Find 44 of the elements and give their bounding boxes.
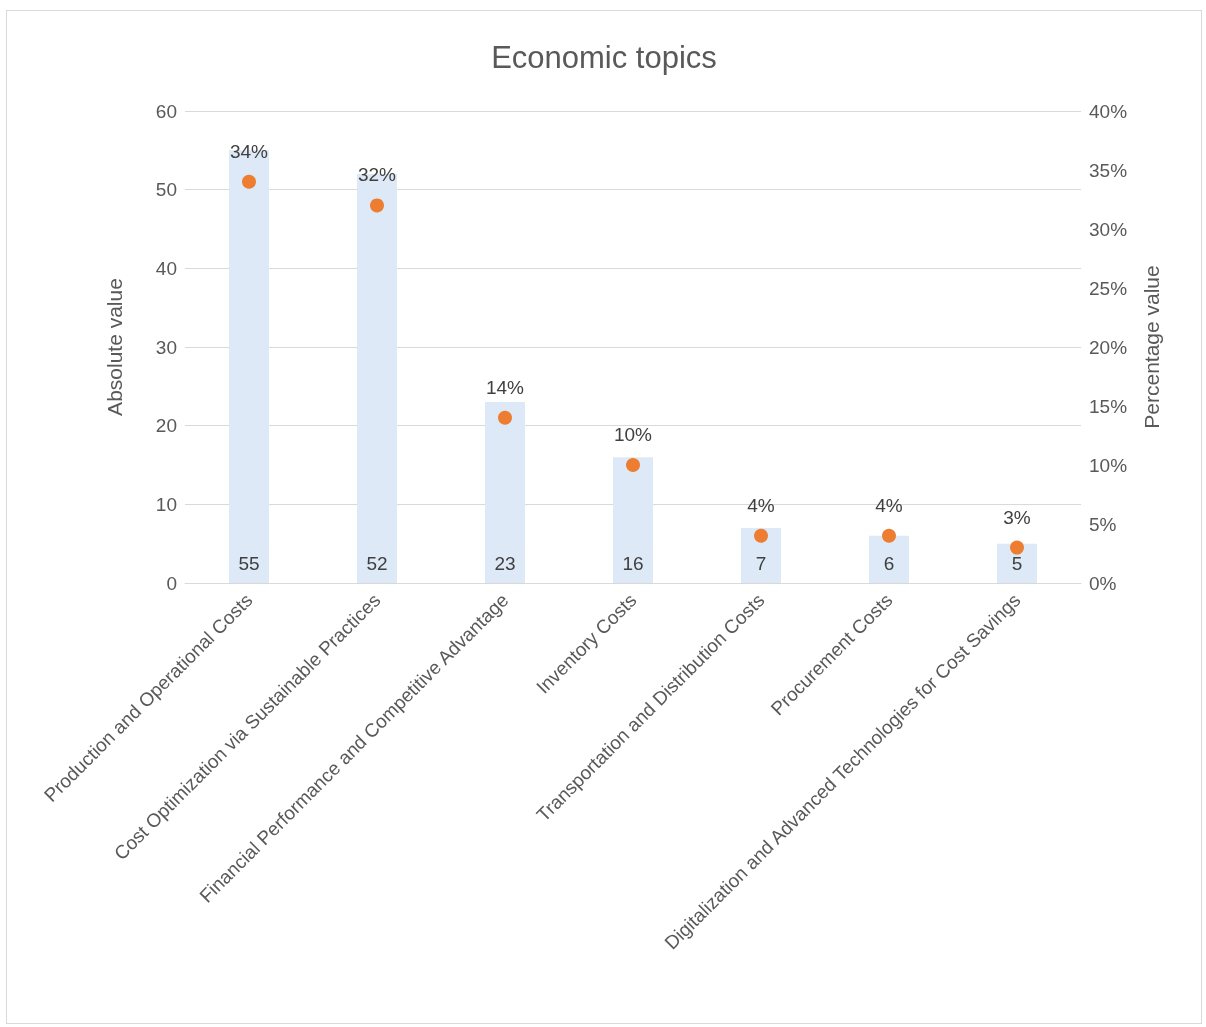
y-tick-label: 30 [155, 336, 177, 358]
bar [741, 527, 781, 583]
bar [869, 535, 909, 583]
point [1010, 540, 1024, 555]
y-tick-label: 20 [155, 415, 177, 437]
data-label: 14% [485, 376, 525, 398]
y-tick-label: 40 [155, 257, 177, 279]
y-tick-label: 10 [155, 493, 177, 515]
y2-tick-label: 25% [1089, 277, 1128, 299]
data-label: 7 [755, 553, 767, 574]
y-tick-label: 50 [155, 179, 177, 201]
y-tick-label: 60 [155, 100, 177, 122]
point [882, 528, 896, 543]
data-label: 23 [494, 553, 516, 574]
y-tick-label: 0 [166, 572, 177, 594]
data-label: 34% [229, 140, 269, 162]
y2-tick-label: 20% [1089, 336, 1128, 358]
y2-tick-label: 35% [1089, 159, 1128, 181]
y2-tick-label: 0% [1089, 572, 1117, 594]
data-label: 10% [613, 424, 653, 445]
data-label: 52 [366, 553, 388, 574]
point [370, 198, 384, 213]
chart-title: Economic topics [491, 40, 717, 75]
data-label: 4% [747, 494, 775, 516]
data-label: 3% [1003, 506, 1031, 528]
y2-tick-label: 10% [1089, 454, 1128, 476]
point [242, 174, 256, 189]
y2-axis-title: Percentage value [1140, 265, 1163, 429]
y-axis-title: Absolute value [103, 278, 126, 416]
point [498, 410, 512, 425]
data-label: 55 [238, 553, 260, 574]
y2-tick-label: 5% [1089, 513, 1117, 535]
y2-tick-label: 15% [1089, 395, 1128, 417]
point [626, 458, 640, 472]
y2-tick-label: 30% [1089, 218, 1128, 240]
data-label: 6 [883, 553, 895, 574]
data-label: 32% [357, 164, 397, 186]
data-label: 16 [622, 553, 644, 574]
data-label: 5 [1011, 553, 1023, 574]
data-label: 4% [875, 494, 903, 516]
bar [613, 457, 653, 583]
y2-tick-label: 40% [1089, 100, 1128, 122]
point [754, 528, 768, 543]
bar [485, 402, 525, 583]
